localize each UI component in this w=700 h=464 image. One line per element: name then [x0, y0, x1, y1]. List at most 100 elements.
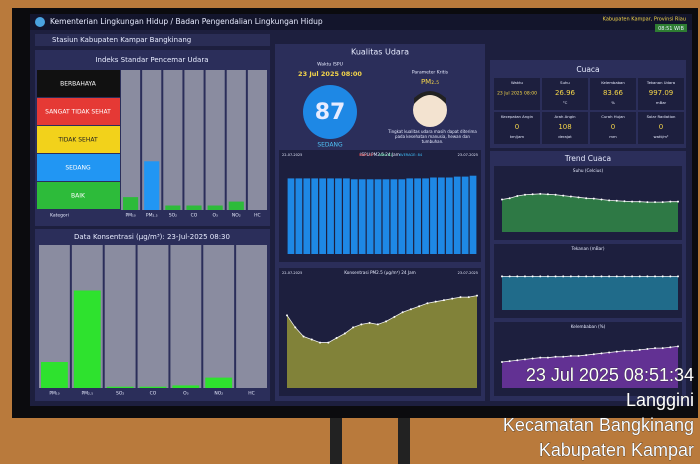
point — [442, 299, 445, 302]
critical: PM₂.₅ — [421, 78, 439, 86]
line — [501, 193, 678, 203]
bar-bg — [236, 245, 267, 388]
point — [393, 315, 396, 318]
weather-unit: % — [611, 100, 615, 105]
point — [677, 200, 679, 203]
weather-unit: °C — [563, 100, 568, 105]
point — [501, 198, 503, 201]
point — [319, 341, 322, 344]
point — [638, 275, 641, 278]
bar — [366, 179, 374, 254]
legend-entry: MAX: 87 — [359, 153, 374, 157]
bar-bg — [205, 70, 225, 210]
bar-bg — [203, 245, 235, 388]
weather-card — [542, 78, 588, 110]
bar — [335, 178, 342, 254]
bar — [343, 178, 350, 254]
station: Stasiun Kabupaten Kampar Bangkinang — [52, 36, 191, 44]
level-band — [37, 182, 120, 209]
bar — [165, 205, 181, 210]
level-label: SEDANG — [65, 165, 91, 172]
overlay-text: 23 Jul 2025 08:51:34 — [526, 365, 694, 385]
point — [661, 347, 664, 350]
point — [577, 354, 580, 357]
weather-label: Suhu — [560, 80, 570, 85]
weather-value: 0 — [659, 123, 663, 131]
point — [286, 314, 288, 317]
panel-title: Indeks Standar Pencemar Udara — [95, 56, 208, 64]
bar — [172, 385, 200, 388]
chart-title: ISPU PM2.5 24 Jam — [360, 152, 399, 157]
bar — [41, 362, 68, 388]
bar — [205, 377, 233, 388]
legend-entry: MIN: 81 — [379, 153, 392, 157]
chart-date: 23-07-2025 — [458, 271, 478, 275]
bar-bg — [121, 70, 141, 210]
ispu-circle — [303, 85, 357, 139]
header-title: Kementerian Lingkungan Hidup / Badan Pen… — [50, 17, 323, 26]
area — [502, 193, 678, 232]
bar — [461, 176, 469, 254]
bar — [228, 201, 244, 210]
point — [585, 275, 588, 278]
weather-value: 997.09 — [649, 89, 674, 97]
point — [646, 348, 649, 350]
point — [508, 275, 511, 278]
weather-card — [542, 112, 588, 144]
bar-bg — [184, 70, 204, 210]
x-tick-label: PM₁₀ — [49, 391, 59, 397]
axis-label: Kategori — [50, 213, 69, 219]
station-bar — [35, 34, 270, 46]
bar — [445, 177, 453, 254]
weather-value: 0 — [515, 123, 519, 131]
header-location: Kabupaten Kampar, Provinsi Riau — [603, 17, 686, 23]
point — [569, 354, 572, 357]
point — [569, 195, 572, 198]
point — [451, 297, 454, 300]
point — [539, 275, 542, 278]
weather-value: 108 — [558, 123, 571, 131]
x-tick-label: HC — [254, 213, 261, 219]
weather-label: Waktu — [511, 80, 524, 85]
weather-card — [590, 78, 636, 110]
bar-bg — [137, 245, 169, 388]
point — [360, 323, 363, 326]
bar — [453, 176, 461, 254]
point — [523, 358, 526, 361]
critical-label: Parameter Kritis — [412, 70, 449, 76]
point — [327, 341, 330, 344]
area — [502, 346, 678, 388]
x-tick-label: NO₂ — [232, 213, 241, 219]
weather-card — [638, 78, 684, 110]
point — [546, 356, 549, 359]
weather-label: Kelembaban — [601, 80, 625, 85]
point — [577, 275, 580, 278]
point — [523, 193, 526, 196]
time-badge — [655, 24, 687, 32]
bar — [374, 179, 382, 254]
point — [294, 326, 297, 329]
point — [501, 361, 503, 363]
point — [577, 196, 580, 199]
point — [631, 200, 634, 203]
bar — [430, 177, 437, 254]
level-label: SANGAT TIDAK SEHAT — [45, 109, 111, 116]
weather-unit: km/jam — [510, 134, 525, 139]
bar-bg — [226, 70, 246, 210]
point — [546, 193, 549, 196]
weather-unit: watt/m² — [654, 134, 669, 139]
ispu-time: 23 Jul 2025 08:00 — [298, 70, 362, 78]
point — [467, 296, 470, 299]
level-label: BERBAHAYA — [60, 81, 97, 88]
point — [554, 193, 557, 196]
bar — [303, 178, 311, 254]
bar — [406, 178, 414, 254]
point — [592, 197, 595, 200]
point — [608, 199, 611, 202]
point — [310, 338, 313, 341]
x-tick-label: PM₂.₅ — [81, 391, 93, 397]
point — [677, 345, 679, 348]
stand-leg — [398, 410, 410, 464]
point — [476, 294, 478, 297]
weather-value: 26.96 — [555, 89, 576, 97]
